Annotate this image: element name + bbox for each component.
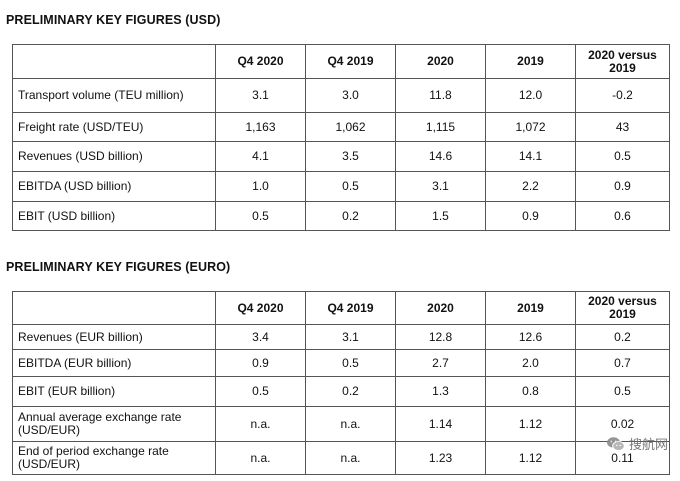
cell-value: 0.2 — [305, 376, 396, 407]
cell-value: 0.5 — [215, 201, 306, 231]
cell-value: 1.23 — [395, 441, 486, 475]
cell-value: n.a. — [305, 441, 396, 475]
cell-value: 1.12 — [485, 406, 576, 442]
row-label: EBITDA (USD billion) — [12, 171, 216, 202]
cell-value: 14.1 — [485, 141, 576, 172]
table-row: Revenues (USD billion) 4.1 3.5 14.6 14.1… — [12, 141, 670, 172]
cell-value: 0.5 — [575, 376, 670, 407]
watermark: 搜航网 — [606, 434, 668, 453]
cell-value: 0.7 — [575, 349, 670, 377]
cell-value: 1.14 — [395, 406, 486, 442]
cell-value: 1,062 — [305, 112, 396, 142]
euro-key-figures-table: Q4 2020 Q4 2019 2020 2019 2020 versus 20… — [12, 291, 670, 475]
cell-value: 1.5 — [395, 201, 486, 231]
cell-value: 0.9 — [215, 349, 306, 377]
header-cell-2019: 2019 — [485, 291, 576, 325]
usd-section-title: PRELIMINARY KEY FIGURES (USD) — [6, 13, 221, 27]
cell-value: 0.5 — [575, 141, 670, 172]
cell-value: 3.5 — [305, 141, 396, 172]
cell-value: 3.0 — [305, 78, 396, 113]
header-cell-empty — [12, 44, 216, 79]
cell-value: 4.1 — [215, 141, 306, 172]
cell-value: 1,115 — [395, 112, 486, 142]
cell-value: n.a. — [305, 406, 396, 442]
row-label: EBIT (EUR billion) — [12, 376, 216, 407]
table-header-row: Q4 2020 Q4 2019 2020 2019 2020 versus 20… — [12, 291, 670, 325]
header-cell-2020-versus-2019: 2020 versus 2019 — [575, 291, 670, 325]
cell-value: 1.12 — [485, 441, 576, 475]
cell-value: 43 — [575, 112, 670, 142]
cell-value: 0.2 — [305, 201, 396, 231]
euro-section-title: PRELIMINARY KEY FIGURES (EURO) — [6, 260, 231, 274]
header-cell-2020: 2020 — [395, 291, 486, 325]
row-label: EBITDA (EUR billion) — [12, 349, 216, 377]
cell-value: 12.8 — [395, 324, 486, 350]
table-row: EBIT (USD billion) 0.5 0.2 1.5 0.9 0.6 — [12, 201, 670, 231]
cell-value: 1.3 — [395, 376, 486, 407]
cell-value: 0.9 — [575, 171, 670, 202]
table-row: Transport volume (TEU million) 3.1 3.0 1… — [12, 78, 670, 113]
cell-value: 0.02 — [575, 406, 670, 442]
header-cell-q4-2020: Q4 2020 — [215, 291, 306, 325]
cell-value: 12.0 — [485, 78, 576, 113]
cell-value: 0.5 — [305, 349, 396, 377]
cell-value: 2.7 — [395, 349, 486, 377]
cell-value: 3.1 — [395, 171, 486, 202]
row-label: Freight rate (USD/TEU) — [12, 112, 216, 142]
cell-value: 0.8 — [485, 376, 576, 407]
table-row: EBIT (EUR billion) 0.5 0.2 1.3 0.8 0.5 — [12, 376, 670, 407]
cell-value: 3.1 — [215, 78, 306, 113]
row-label: Transport volume (TEU million) — [12, 78, 216, 113]
cell-value: 3.4 — [215, 324, 306, 350]
cell-value: 0.5 — [215, 376, 306, 407]
table-row: Revenues (EUR billion) 3.4 3.1 12.8 12.6… — [12, 324, 670, 350]
table-row: End of period exchange rate (USD/EUR) n.… — [12, 441, 670, 475]
table-row: Freight rate (USD/TEU) 1,163 1,062 1,115… — [12, 112, 670, 142]
usd-key-figures-table: Q4 2020 Q4 2019 2020 2019 2020 versus 20… — [12, 44, 670, 231]
wechat-icon — [606, 436, 626, 452]
row-label: Revenues (USD billion) — [12, 141, 216, 172]
table-row: Annual average exchange rate (USD/EUR) n… — [12, 406, 670, 442]
header-cell-q4-2020: Q4 2020 — [215, 44, 306, 79]
cell-value: 2.2 — [485, 171, 576, 202]
row-label: End of period exchange rate (USD/EUR) — [12, 441, 216, 475]
header-cell-2020: 2020 — [395, 44, 486, 79]
cell-value: n.a. — [215, 441, 306, 475]
cell-value: 0.6 — [575, 201, 670, 231]
row-label: EBIT (USD billion) — [12, 201, 216, 231]
cell-value: 11.8 — [395, 78, 486, 113]
table-header-row: Q4 2020 Q4 2019 2020 2019 2020 versus 20… — [12, 44, 670, 79]
cell-value: 1.0 — [215, 171, 306, 202]
table-row: EBITDA (EUR billion) 0.9 0.5 2.7 2.0 0.7 — [12, 349, 670, 377]
cell-value: n.a. — [215, 406, 306, 442]
header-cell-q4-2019: Q4 2019 — [305, 291, 396, 325]
row-label: Annual average exchange rate (USD/EUR) — [12, 406, 216, 442]
cell-value: 2.0 — [485, 349, 576, 377]
cell-value: 1,072 — [485, 112, 576, 142]
cell-value: 12.6 — [485, 324, 576, 350]
watermark-text: 搜航网 — [628, 437, 668, 452]
cell-value: 3.1 — [305, 324, 396, 350]
header-cell-2019: 2019 — [485, 44, 576, 79]
cell-value: 14.6 — [395, 141, 486, 172]
header-cell-empty — [12, 291, 216, 325]
cell-value: 0.2 — [575, 324, 670, 350]
cell-value: 1,163 — [215, 112, 306, 142]
table-row: EBITDA (USD billion) 1.0 0.5 3.1 2.2 0.9 — [12, 171, 670, 202]
cell-value: -0.2 — [575, 78, 670, 113]
row-label: Revenues (EUR billion) — [12, 324, 216, 350]
cell-value: 0.9 — [485, 201, 576, 231]
cell-value: 0.5 — [305, 171, 396, 202]
header-cell-q4-2019: Q4 2019 — [305, 44, 396, 79]
header-cell-2020-versus-2019: 2020 versus 2019 — [575, 44, 670, 79]
